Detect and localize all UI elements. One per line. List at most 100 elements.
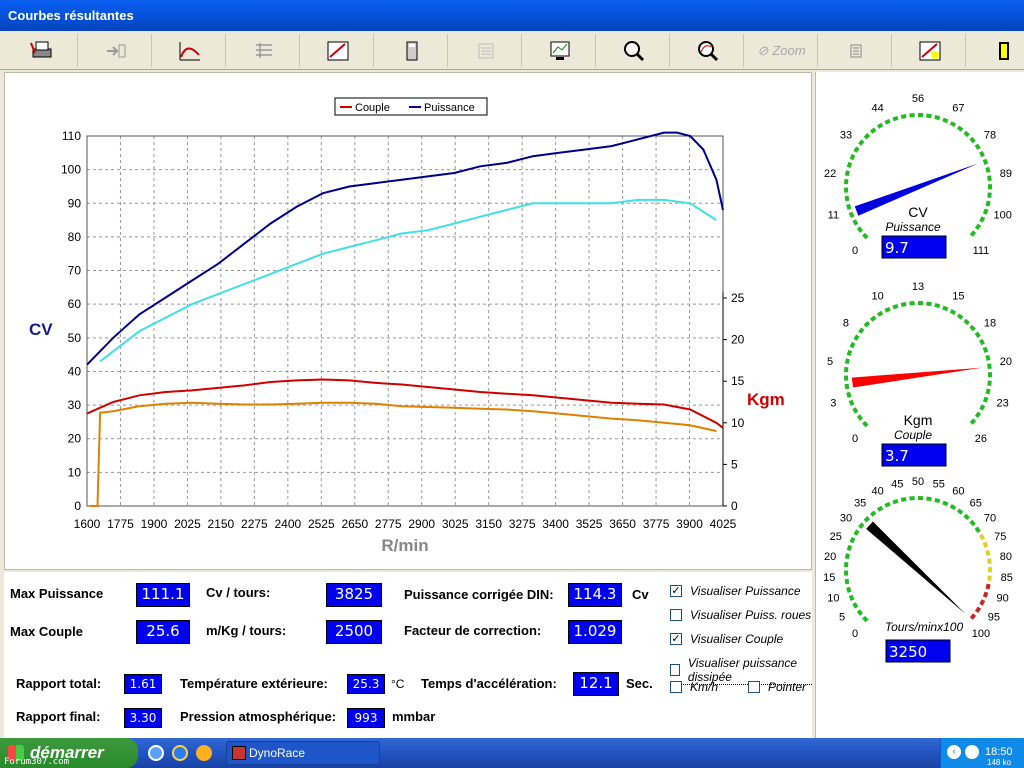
checkbox[interactable]: [670, 681, 682, 693]
gauge-scale-label: 0: [852, 628, 858, 640]
x-tick-label: 3400: [542, 517, 569, 531]
gauge-arc-segment: [974, 143, 981, 150]
exit-button[interactable]: [968, 34, 1024, 67]
gauge-arc-segment: [852, 602, 859, 609]
calculator-button[interactable]: [376, 34, 448, 67]
zoom-in-button[interactable]: [598, 34, 670, 67]
gauge-scale-label: 25: [830, 531, 842, 543]
checkbox[interactable]: ✓: [670, 633, 682, 645]
y-left-tick-label: 70: [68, 264, 82, 278]
graph-icon: [327, 41, 348, 60]
gauge-arc-segment: [853, 334, 860, 341]
temperature-unit: °C: [391, 677, 405, 691]
y-left-tick-label: 40: [68, 364, 82, 378]
gauge-arc-segment: [969, 136, 976, 144]
gauge-arc-segment: [858, 139, 865, 146]
chart-panel: Couple Puissance 1600 1775 1900 2025 2150 2275 2…: [4, 72, 812, 570]
zoom-out-button[interactable]: [672, 34, 744, 67]
gauge-arc-segment: [982, 396, 989, 403]
rapport-total-label: Rapport total:: [16, 676, 102, 691]
gauge-arc-segment: [849, 536, 856, 544]
option-visualiser-puissance[interactable]: ✓ Visualiser Puissance: [670, 584, 801, 598]
option-kmh[interactable]: Km/h: [670, 680, 718, 694]
y-left-tick-label: 20: [68, 432, 82, 446]
y-left-tick-label: 30: [68, 398, 82, 412]
taskbar-app-dynorace[interactable]: DynoRace: [226, 741, 380, 765]
gauge-scale-label: 11: [828, 210, 839, 222]
max-couple-label: Max Couple: [10, 624, 83, 639]
start-button[interactable]: démarrer: [0, 738, 138, 768]
checkbox[interactable]: ✓: [670, 585, 682, 597]
system-tray: ‹ 18:50 148 ko: [940, 738, 1024, 768]
gauge-panel: 0 11 22 33 44 56 67 78 89 100 111 CV Puissance 9.7 0 3 5…: [815, 72, 1024, 738]
settings-button[interactable]: [820, 34, 892, 67]
pression-value: 993: [347, 708, 385, 728]
gauge-arc-segment: [862, 615, 869, 623]
zoom-button[interactable]: ⊘ Zoom: [746, 34, 818, 67]
taskbar: démarrer Forum307.com DynoRace ‹ 18:50 1…: [0, 738, 1024, 768]
gauge-arc-segment: [884, 501, 891, 508]
gauge-arc-segment: [848, 594, 855, 601]
import-button[interactable]: [80, 34, 152, 67]
gauge-arc-segment: [934, 115, 941, 121]
temps-accel-value: 12.1: [573, 672, 619, 696]
max-puissance-value: 111.1: [136, 583, 190, 607]
gauge-arc-segment: [892, 498, 899, 505]
gauge-scale-label: 3: [830, 398, 836, 410]
import-icon: [106, 44, 125, 57]
graph-button[interactable]: [302, 34, 374, 67]
gauge-scale-label: 15: [823, 572, 835, 584]
checkbox[interactable]: [670, 609, 682, 621]
gauge-arc-segment: [963, 318, 970, 326]
toolbar: ⊘ Zoom: [0, 31, 1024, 70]
y-left-tick-label: 100: [61, 163, 81, 177]
option-pointer[interactable]: Pointer: [748, 680, 806, 694]
gauge-arc-segment: [969, 324, 976, 332]
gauge-scale-label: 65: [970, 497, 982, 509]
window-title-bar: Courbes résultantes: [0, 0, 1024, 31]
mkg-tours-value: 2500: [326, 620, 382, 644]
list-button[interactable]: [450, 34, 522, 67]
monitor-button[interactable]: [524, 34, 596, 67]
y-right-tick-label: 10: [731, 416, 745, 430]
table-button[interactable]: [228, 34, 300, 67]
rapport-final-label: Rapport final:: [16, 709, 101, 724]
color-button[interactable]: [894, 34, 966, 67]
gauge-unit-label: CV: [908, 204, 928, 220]
gauge-arc-segment: [844, 383, 850, 390]
gauge-scale-label: 23: [997, 398, 1009, 410]
option-visualiser-puissance-dissipee[interactable]: Visualiser puissance dissipée: [670, 656, 812, 685]
gauge-arc-segment: [848, 399, 855, 406]
network-icon[interactable]: [965, 745, 979, 759]
monitor-icon: [550, 41, 569, 60]
y-right-axis-label: Kgm: [747, 390, 785, 409]
gauge-arc-segment: [846, 544, 853, 552]
checkbox[interactable]: [748, 681, 760, 693]
gauge-scale-label: 33: [840, 130, 852, 142]
watermark: Forum307.com: [4, 757, 70, 767]
gauge-scale-label: 100: [972, 628, 990, 640]
gauge-arc-segment: [846, 349, 853, 357]
gauge-scale-label: 0: [852, 245, 858, 257]
option-visualiser-couple[interactable]: ✓ Visualiser Couple: [670, 632, 783, 646]
gauge-scale-label: 40: [871, 486, 883, 498]
x-tick-label: 1900: [141, 517, 168, 531]
tray-arrow-icon[interactable]: ‹: [947, 745, 961, 759]
checkbox[interactable]: [670, 664, 680, 676]
media-player-icon[interactable]: [196, 745, 212, 761]
temperature-value: 25.3: [347, 674, 385, 694]
gauge-arc-segment: [987, 175, 992, 181]
ie-icon[interactable]: [148, 745, 164, 761]
curve-button[interactable]: [154, 34, 226, 67]
gauge-arc-segment: [892, 115, 899, 122]
browser-icon[interactable]: [172, 745, 188, 761]
pression-unit: mmbar: [392, 709, 436, 724]
print-button[interactable]: [6, 34, 78, 67]
x-tick-label: 2275: [241, 517, 268, 531]
x-tick-label: 2775: [375, 517, 402, 531]
gauge-scale-label: 22: [824, 168, 836, 180]
calculator-icon: [406, 41, 417, 60]
door-icon: [999, 41, 1009, 60]
gauge-arc-segment: [934, 303, 941, 309]
option-visualiser-puiss-roues[interactable]: Visualiser Puiss. roues: [670, 608, 811, 622]
